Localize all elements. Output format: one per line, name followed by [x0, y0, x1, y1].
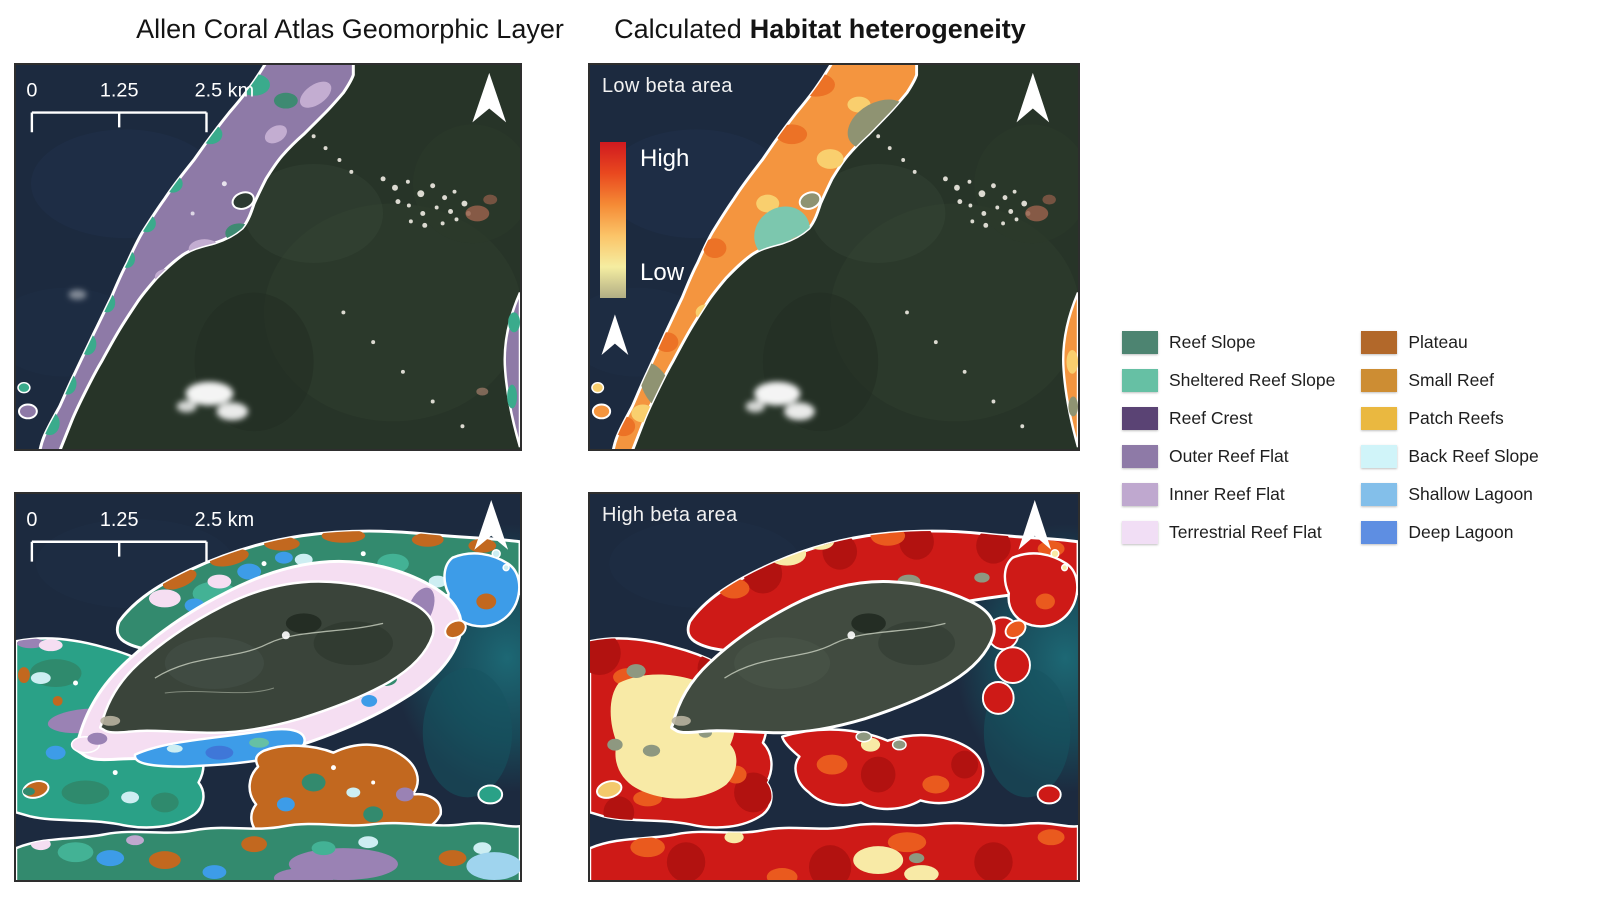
legend-swatch — [1122, 521, 1158, 544]
panel-label-high-beta: High beta area — [602, 504, 738, 526]
legend-item: Inner Reef Flat — [1122, 483, 1335, 506]
colorbar-low-label: Low — [640, 259, 685, 286]
legend-swatch — [1122, 445, 1158, 468]
legend-item-label: Shallow Lagoon — [1408, 484, 1533, 504]
islet — [22, 780, 50, 799]
legend-swatch — [1361, 331, 1398, 354]
legend-swatch — [1361, 445, 1398, 468]
scalebar-label-end: 2.5 km — [195, 509, 255, 531]
legend-item: Back Reef Slope — [1361, 445, 1539, 468]
legend-item-label: Patch Reefs — [1408, 408, 1504, 428]
north-arrow-icon — [1018, 499, 1052, 550]
geomorphic-island-map: 0 1.25 2.5 km — [16, 494, 520, 880]
legend-item: Deep Lagoon — [1361, 521, 1538, 544]
legend-swatch — [1122, 407, 1158, 430]
legend-swatch — [1122, 331, 1158, 354]
title-heterogeneity: Calculated Habitat heterogeneity — [560, 14, 1080, 45]
title-heterogeneity-bold: Habitat heterogeneity — [749, 14, 1026, 44]
scale-bar: 0 1.25 2.5 km — [26, 509, 254, 562]
colorbar-gradient — [600, 142, 626, 298]
legend-item-label: Back Reef Slope — [1408, 446, 1539, 466]
colorbar-high-label: High — [640, 145, 690, 172]
title-geomorphic: Allen Coral Atlas Geomorphic Layer — [136, 14, 564, 44]
panel-geomorphic-coast: 0 1.25 2.5 km — [14, 63, 522, 451]
legend-item: Terrestrial Reef Flat — [1122, 521, 1335, 544]
legend-item-label: Sheltered Reef Slope — [1169, 370, 1336, 390]
north-arrow-icon — [601, 314, 629, 355]
legend-swatch — [1361, 407, 1398, 430]
legend-item: Plateau — [1361, 331, 1538, 354]
legend-column: Reef Slope Sheltered Reef Slope Reef Crest… — [1122, 331, 1335, 559]
legend-item: Small Reef — [1361, 369, 1538, 392]
legend-swatch — [1361, 369, 1398, 392]
legend-item-label: Inner Reef Flat — [1169, 484, 1285, 504]
legend-item: Sheltered Reef Slope — [1122, 369, 1335, 392]
panel-heterogeneity-coast: Low beta area High Low — [588, 63, 1080, 451]
heterogeneity-coast-map — [590, 65, 1078, 449]
legend-item: Outer Reef Flat — [1122, 445, 1335, 468]
scalebar-label-end: 2.5 km — [195, 80, 254, 102]
legend-item: Reef Slope — [1122, 331, 1335, 354]
panel-geomorphic-island: 0 1.25 2.5 km — [14, 492, 522, 882]
legend-item-label: Terrestrial Reef Flat — [1169, 522, 1322, 542]
scalebar-label-mid: 1.25 — [100, 509, 139, 531]
legend-swatch — [1122, 483, 1158, 506]
scalebar-label-start: 0 — [26, 80, 37, 102]
legend-swatch — [1361, 483, 1398, 506]
settlement-speckles — [311, 134, 471, 429]
legend-item-label: Reef Slope — [1169, 332, 1256, 352]
legend-column: Plateau Small Reef Patch Reefs Back Reef Sl… — [1361, 331, 1539, 559]
legend: Reef Slope Sheltered Reef Slope Reef Crest… — [1122, 331, 1539, 559]
island — [670, 580, 996, 735]
legend-item: Shallow Lagoon — [1361, 483, 1538, 506]
legend-swatch — [1122, 369, 1158, 392]
panel-label-low-beta: Low beta area — [602, 75, 733, 97]
legend-item-label: Small Reef — [1408, 370, 1494, 390]
north-arrow-icon — [472, 72, 507, 123]
north-arrow-icon — [1016, 72, 1050, 123]
geomorphic-coast-map: 0 1.25 2.5 km — [16, 65, 520, 449]
legend-swatch — [1361, 521, 1398, 544]
scalebar-label-mid: 1.25 — [100, 80, 139, 102]
clouds — [68, 289, 249, 421]
north-arrow-icon — [474, 499, 509, 550]
legend-item-label: Deep Lagoon — [1408, 522, 1514, 542]
legend-item-label: Outer Reef Flat — [1169, 446, 1289, 466]
title-heterogeneity-regular: Calculated — [614, 14, 742, 44]
scalebar-label-start: 0 — [26, 509, 37, 531]
panel-heterogeneity-island: High beta area — [588, 492, 1080, 882]
heterogeneity-island-map — [590, 494, 1078, 880]
legend-item: Patch Reefs — [1361, 407, 1538, 430]
island — [98, 580, 435, 735]
legend-item: Reef Crest — [1122, 407, 1335, 430]
scale-bar: 0 1.25 2.5 km — [26, 80, 254, 133]
legend-item-label: Reef Crest — [1169, 408, 1253, 428]
legend-item-label: Plateau — [1408, 332, 1468, 352]
